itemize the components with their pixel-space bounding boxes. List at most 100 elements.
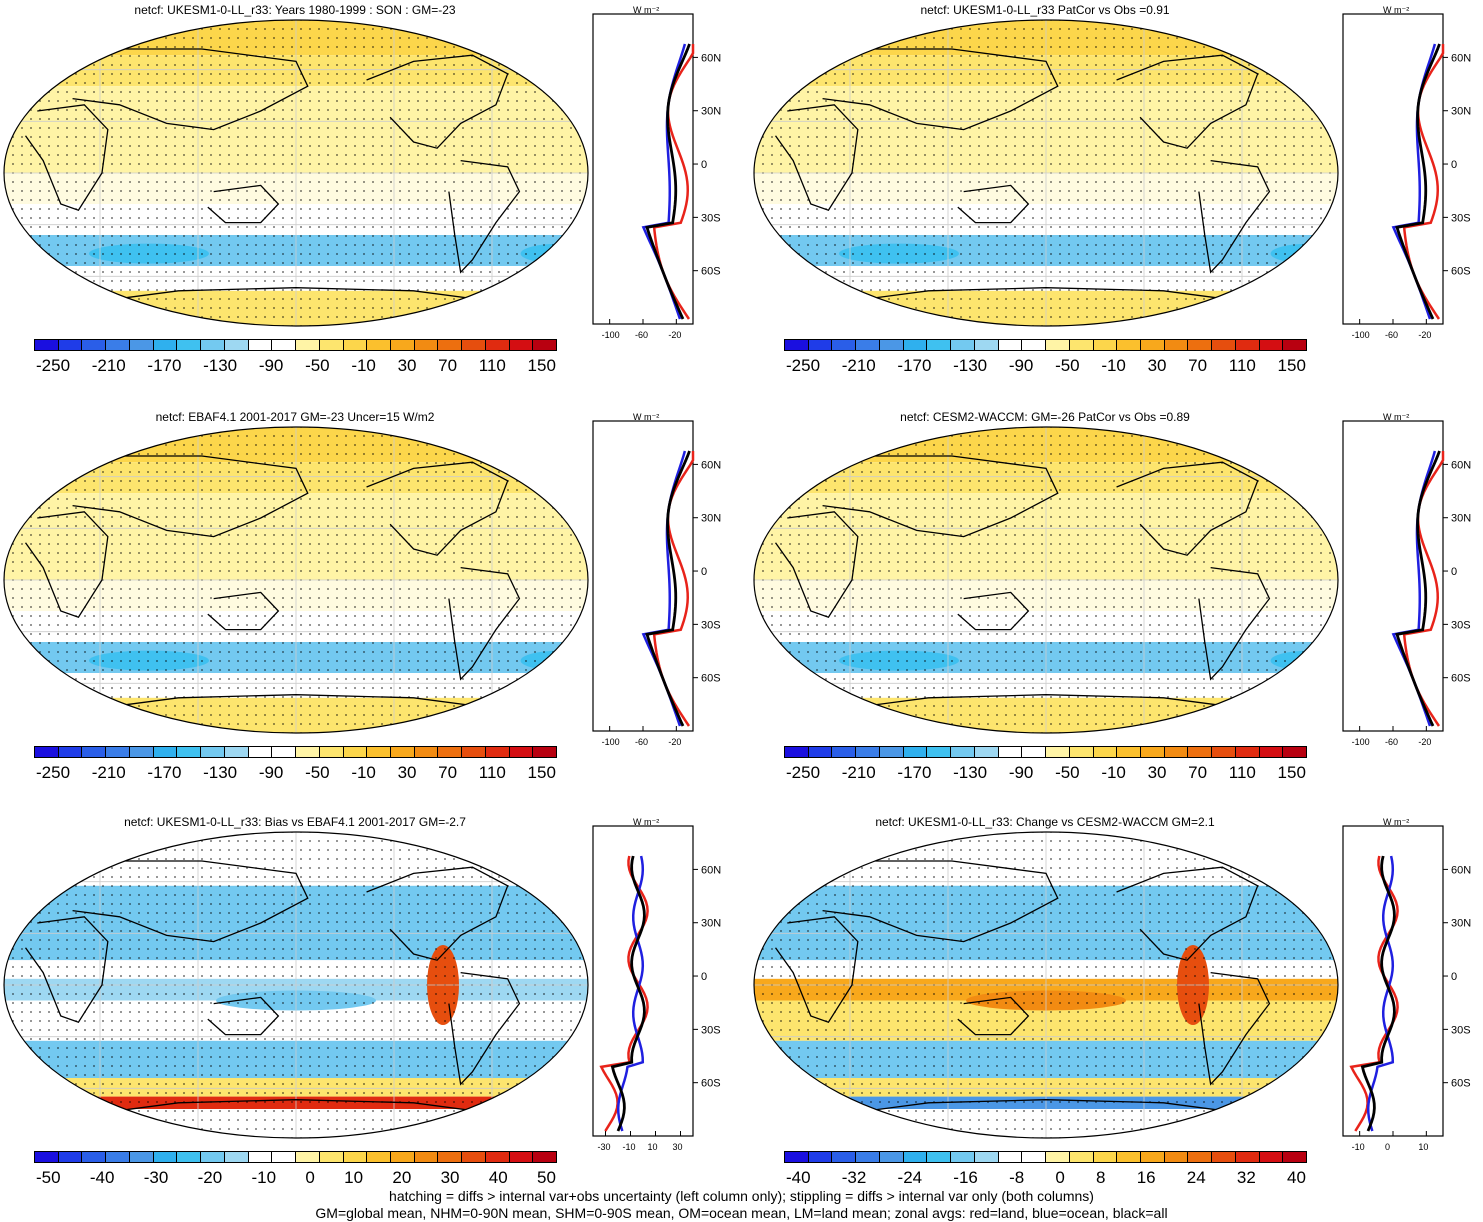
- colorbar-swatch: [903, 747, 928, 757]
- colorbar-labels: -250 -210 -170 -130 -90 -50 -10 30 70 110 150: [36, 356, 556, 376]
- colorbar-tick-label: -50: [1055, 763, 1080, 782]
- colorbar-tick-label: -10: [1101, 356, 1126, 375]
- zonal-lat-tick-label: 0: [1451, 971, 1457, 983]
- colorbar-swatch: [177, 747, 202, 757]
- zonal-lat-tick-label: 30N: [1451, 106, 1471, 118]
- colorbar-swatch: [808, 747, 833, 757]
- colorbar-swatch: [1117, 340, 1142, 350]
- colorbar-swatch: [1141, 340, 1165, 350]
- colorbar-tick-label: -90: [258, 763, 284, 782]
- panel-4: netcf: CESM2-WACCM: GM=-26 PatCor vs Obs…: [750, 407, 1483, 807]
- coastline: [24, 916, 109, 1023]
- zonal-lat-tick-label: 0: [701, 971, 707, 983]
- world-map: [753, 19, 1339, 327]
- zonal-x-tick-label: -100: [1352, 737, 1370, 747]
- colorbar-tick-label: 30: [440, 1168, 460, 1187]
- world-map: [753, 831, 1339, 1139]
- zonal-x-tick-label: -100: [1352, 330, 1370, 340]
- colorbar-swatch: [177, 1152, 202, 1162]
- colorbar-swatch: [201, 340, 225, 350]
- coastline: [810, 287, 1282, 307]
- coastline: [448, 971, 521, 1086]
- colorbar-swatch: [248, 747, 273, 757]
- zonal-x-tick-label: -60: [1385, 737, 1398, 747]
- colorbar-swatch: [1022, 340, 1047, 350]
- coastline: [60, 694, 532, 714]
- colorbar-swatch: [58, 1152, 83, 1162]
- colorbar-swatch: [1046, 747, 1070, 757]
- zonal-lat-tick-label: 0: [701, 159, 707, 171]
- zonal-x-tick-label: -20: [668, 330, 681, 340]
- zonal-mean-curve: [616, 855, 645, 1132]
- colorbar-tick-label: -210: [91, 763, 126, 782]
- zonal-mean-curve: [1349, 855, 1399, 1132]
- colorbar-swatch: [1235, 1152, 1260, 1162]
- colorbar-swatch: [106, 747, 130, 757]
- colorbar-swatch: [1093, 1152, 1118, 1162]
- zonal-x-tick-label: -60: [1385, 330, 1398, 340]
- colorbar-swatch: [785, 747, 809, 757]
- colorbar-tick-label: -130: [203, 356, 238, 375]
- zonal-mean-curve: [1366, 855, 1395, 1132]
- footer-line-2: GM=global mean, NHM=0-90N mean, SHM=0-90…: [315, 1205, 1168, 1221]
- colorbar-swatch: [1212, 747, 1236, 757]
- colorbar-tick-label: 40: [1287, 1168, 1306, 1187]
- colorbar: [34, 1151, 557, 1163]
- colorbar-swatch: [153, 340, 178, 350]
- colorbar-tick-label: 70: [1188, 356, 1208, 375]
- colorbar-swatch: [248, 340, 273, 350]
- colorbar-swatch: [391, 340, 415, 350]
- zonal-lat-tick-label: 60N: [1451, 52, 1471, 64]
- coastline: [366, 461, 509, 556]
- coastline: [798, 455, 1059, 538]
- colorbar-swatch: [106, 340, 130, 350]
- colorbar-swatch: [927, 747, 952, 757]
- colorbar-swatch: [1259, 747, 1284, 757]
- colorbar-swatch: [1259, 1152, 1284, 1162]
- footer-line-1: hatching = diffs > internal var+obs unce…: [389, 1188, 1094, 1204]
- colorbar-swatch: [974, 747, 999, 757]
- zonal-lat-tick-label: 30N: [701, 106, 721, 118]
- coastline: [810, 1099, 1282, 1119]
- zonal-x-tick-label: 10: [1418, 1142, 1428, 1152]
- zonal-lat-tick-label: 30S: [1451, 1024, 1471, 1036]
- coastline: [60, 1099, 532, 1119]
- zonal-lat-tick-label: 60S: [1451, 673, 1471, 685]
- colorbar-swatch: [1164, 747, 1189, 757]
- zonal-mean-curve: [1395, 43, 1441, 320]
- colorbar-swatch: [485, 747, 510, 757]
- zonal-lat-tick-label: 30S: [701, 212, 721, 224]
- zonal-mean-curve: [599, 855, 649, 1132]
- colorbar-swatch: [201, 747, 225, 757]
- coastline: [798, 860, 1059, 943]
- zonal-mean-curve: [1395, 450, 1441, 727]
- colorbar-swatch: [533, 747, 557, 757]
- colorbar-tick-label: -50: [1055, 356, 1080, 375]
- colorbar-swatch: [1212, 1152, 1236, 1162]
- coastline: [957, 591, 1030, 631]
- coastline: [798, 48, 1059, 131]
- colorbar-swatch: [414, 1152, 439, 1162]
- colorbar-swatch: [153, 1152, 178, 1162]
- colorbar-swatch: [951, 1152, 975, 1162]
- colorbar-swatch: [462, 340, 486, 350]
- colorbar-tick-label: -90: [1008, 356, 1034, 375]
- colorbar-swatch: [927, 1152, 952, 1162]
- colorbar-tick-label: -210: [841, 356, 876, 375]
- colorbar-swatch: [951, 747, 975, 757]
- coastline: [1198, 566, 1271, 681]
- zonal-x-tick-label: 10: [648, 1142, 658, 1152]
- panel-5: netcf: UKESM1-0-LL_r33: Bias vs EBAF4.1 …: [0, 812, 740, 1212]
- coastline: [366, 866, 509, 961]
- colorbar-tick-label: 32: [1236, 1168, 1256, 1187]
- colorbar-swatch: [438, 1152, 463, 1162]
- zonal-lat-tick-label: 60N: [701, 459, 721, 471]
- colorbar-swatch: [224, 340, 249, 350]
- zonal-lat-tick-label: 60S: [1451, 266, 1471, 278]
- colorbar-swatch: [533, 1152, 557, 1162]
- colorbar-swatch: [533, 340, 557, 350]
- colorbar-tick-label: 110: [478, 763, 506, 782]
- coastline: [48, 455, 309, 538]
- zonal-mean-plot: W m⁻² 60N 30N 0 30S 60S -100 -60 -20: [592, 5, 721, 340]
- colorbar-labels: -50 -40 -30 -20 -10 0 10 20 30 40 50: [36, 1168, 556, 1188]
